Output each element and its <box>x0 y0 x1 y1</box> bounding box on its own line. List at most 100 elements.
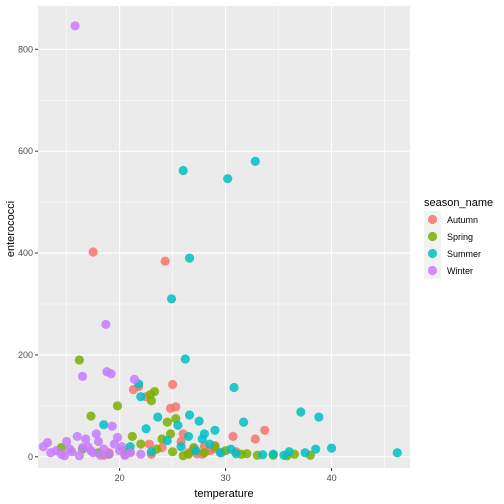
data-point-spring <box>112 401 123 411</box>
data-point-summer <box>136 392 146 402</box>
data-point-spring <box>86 411 96 421</box>
data-point-summer <box>178 165 188 176</box>
data-point-winter <box>101 319 111 329</box>
data-point-summer <box>215 448 225 458</box>
x-axis-tick-labels: 20 30 40 <box>115 473 337 483</box>
major-gridlines <box>38 6 410 468</box>
y-axis-title: enterococci <box>5 201 17 257</box>
plot-panel <box>38 6 410 468</box>
data-points <box>38 21 402 461</box>
data-point-winter <box>125 448 135 458</box>
data-point-summer <box>205 439 215 449</box>
data-point-summer <box>231 449 241 459</box>
data-point-summer <box>326 443 337 453</box>
data-point-summer <box>311 444 321 454</box>
data-point-summer <box>223 174 233 184</box>
data-point-spring <box>136 439 146 449</box>
series-winter <box>38 21 146 461</box>
data-point-winter <box>77 443 88 453</box>
x-tick-label: 30 <box>221 473 231 483</box>
data-point-winter <box>77 371 88 381</box>
data-point-winter <box>86 446 96 456</box>
data-point-summer <box>210 425 220 435</box>
data-point-winter <box>129 374 140 384</box>
legend: season_name Autumn Spring Summer Winter <box>424 197 493 279</box>
data-point-winter <box>106 369 116 379</box>
legend-key-summer <box>427 248 438 259</box>
data-point-summer <box>250 156 260 166</box>
data-point-summer <box>258 450 268 460</box>
data-point-summer <box>284 447 294 457</box>
data-point-winter <box>59 451 70 461</box>
data-point-spring <box>162 417 172 427</box>
data-point-summer <box>153 412 163 422</box>
data-point-winter <box>93 436 104 447</box>
data-point-summer <box>184 253 195 263</box>
data-point-spring <box>242 449 252 459</box>
data-point-winter <box>74 451 84 461</box>
data-point-winter <box>95 450 106 460</box>
legend-items: Autumn Spring Summer Winter <box>424 211 481 279</box>
y-axis-tick-labels: 0 200 400 600 800 <box>18 44 33 461</box>
data-point-summer <box>300 448 310 458</box>
legend-label-summer: Summer <box>447 249 481 259</box>
legend-key-autumn <box>427 214 438 225</box>
legend-label-autumn: Autumn <box>447 215 478 225</box>
y-tick-label: 600 <box>18 146 33 156</box>
data-point-summer <box>296 407 306 417</box>
data-point-winter <box>70 21 80 31</box>
data-point-summer <box>194 416 204 426</box>
data-point-winter <box>91 429 101 439</box>
data-point-summer <box>99 420 109 430</box>
legend-key-winter <box>427 265 438 276</box>
data-point-autumn <box>250 434 260 444</box>
data-point-summer <box>229 382 239 393</box>
legend-item-summer: Summer <box>424 245 481 262</box>
data-point-summer <box>392 448 402 458</box>
legend-item-autumn: Autumn <box>424 211 478 228</box>
data-point-autumn <box>167 379 178 390</box>
data-point-winter <box>136 449 146 459</box>
data-point-winter <box>46 448 56 458</box>
data-point-winter <box>62 436 72 447</box>
x-tick-label: 20 <box>115 473 125 483</box>
data-point-summer <box>180 354 190 364</box>
data-point-summer <box>268 449 278 459</box>
minor-gridlines <box>38 6 410 468</box>
data-point-summer <box>197 434 207 444</box>
data-point-summer <box>191 446 201 456</box>
data-point-winter <box>112 432 123 443</box>
data-point-autumn <box>144 439 154 449</box>
data-point-spring <box>146 396 157 406</box>
y-tick-label: 400 <box>18 248 33 258</box>
data-point-winter <box>65 444 75 454</box>
data-point-summer <box>184 410 195 420</box>
data-point-summer <box>166 294 177 304</box>
x-axis-title: temperature <box>194 488 253 500</box>
data-point-autumn <box>88 247 98 257</box>
y-tick-label: 200 <box>18 350 33 360</box>
data-point-summer <box>146 447 157 457</box>
series-summer <box>99 156 402 460</box>
legend-label-winter: Winter <box>447 266 473 276</box>
data-point-spring <box>178 451 188 461</box>
data-point-winter <box>104 449 114 459</box>
data-point-spring <box>74 355 84 365</box>
y-tick-label: 0 <box>28 452 33 462</box>
x-tick-label: 40 <box>327 473 337 483</box>
data-point-autumn <box>171 402 181 412</box>
data-point-summer <box>176 442 186 452</box>
data-point-spring <box>127 431 137 442</box>
legend-item-winter: Winter <box>424 262 473 279</box>
legend-label-spring: Spring <box>447 232 473 242</box>
legend-title: season_name <box>424 197 493 209</box>
y-tick-label: 800 <box>18 44 33 54</box>
data-point-summer <box>314 412 324 422</box>
data-point-spring <box>199 448 209 458</box>
data-point-winter <box>117 442 127 452</box>
data-point-winter <box>81 434 91 444</box>
data-point-winter <box>107 421 117 431</box>
data-point-spring <box>167 447 178 457</box>
data-point-summer <box>239 417 249 427</box>
